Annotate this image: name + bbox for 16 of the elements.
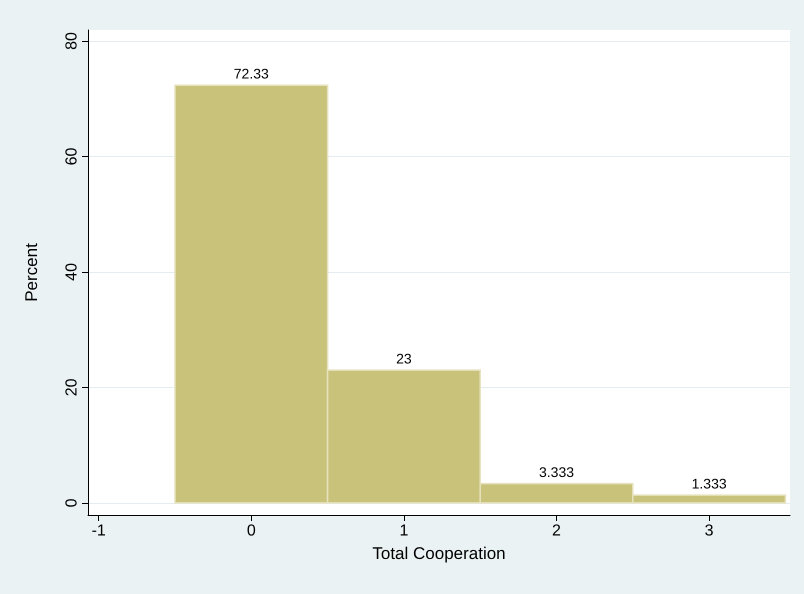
y-tick-label: 20 <box>64 378 80 396</box>
x-tick-label: -1 <box>92 522 106 540</box>
x-tick-label: 1 <box>399 522 408 540</box>
data-label: 72.33 <box>234 66 270 82</box>
y-tick-label: 0 <box>64 498 80 508</box>
data-label: 23 <box>396 350 412 366</box>
data-label: 1.333 <box>692 475 727 492</box>
y-tick-label: 40 <box>64 262 80 281</box>
x-tick-label: 0 <box>246 522 256 540</box>
y-axis-title: Percent <box>22 242 41 302</box>
x-tick-label: 3 <box>704 522 714 540</box>
x-axis-title: Total Cooperation <box>372 544 506 563</box>
data-label: 3.333 <box>538 464 574 480</box>
y-tick-label: 80 <box>64 32 80 50</box>
x-tick-label: 2 <box>552 522 562 540</box>
y-tick-label: 60 <box>64 147 80 166</box>
